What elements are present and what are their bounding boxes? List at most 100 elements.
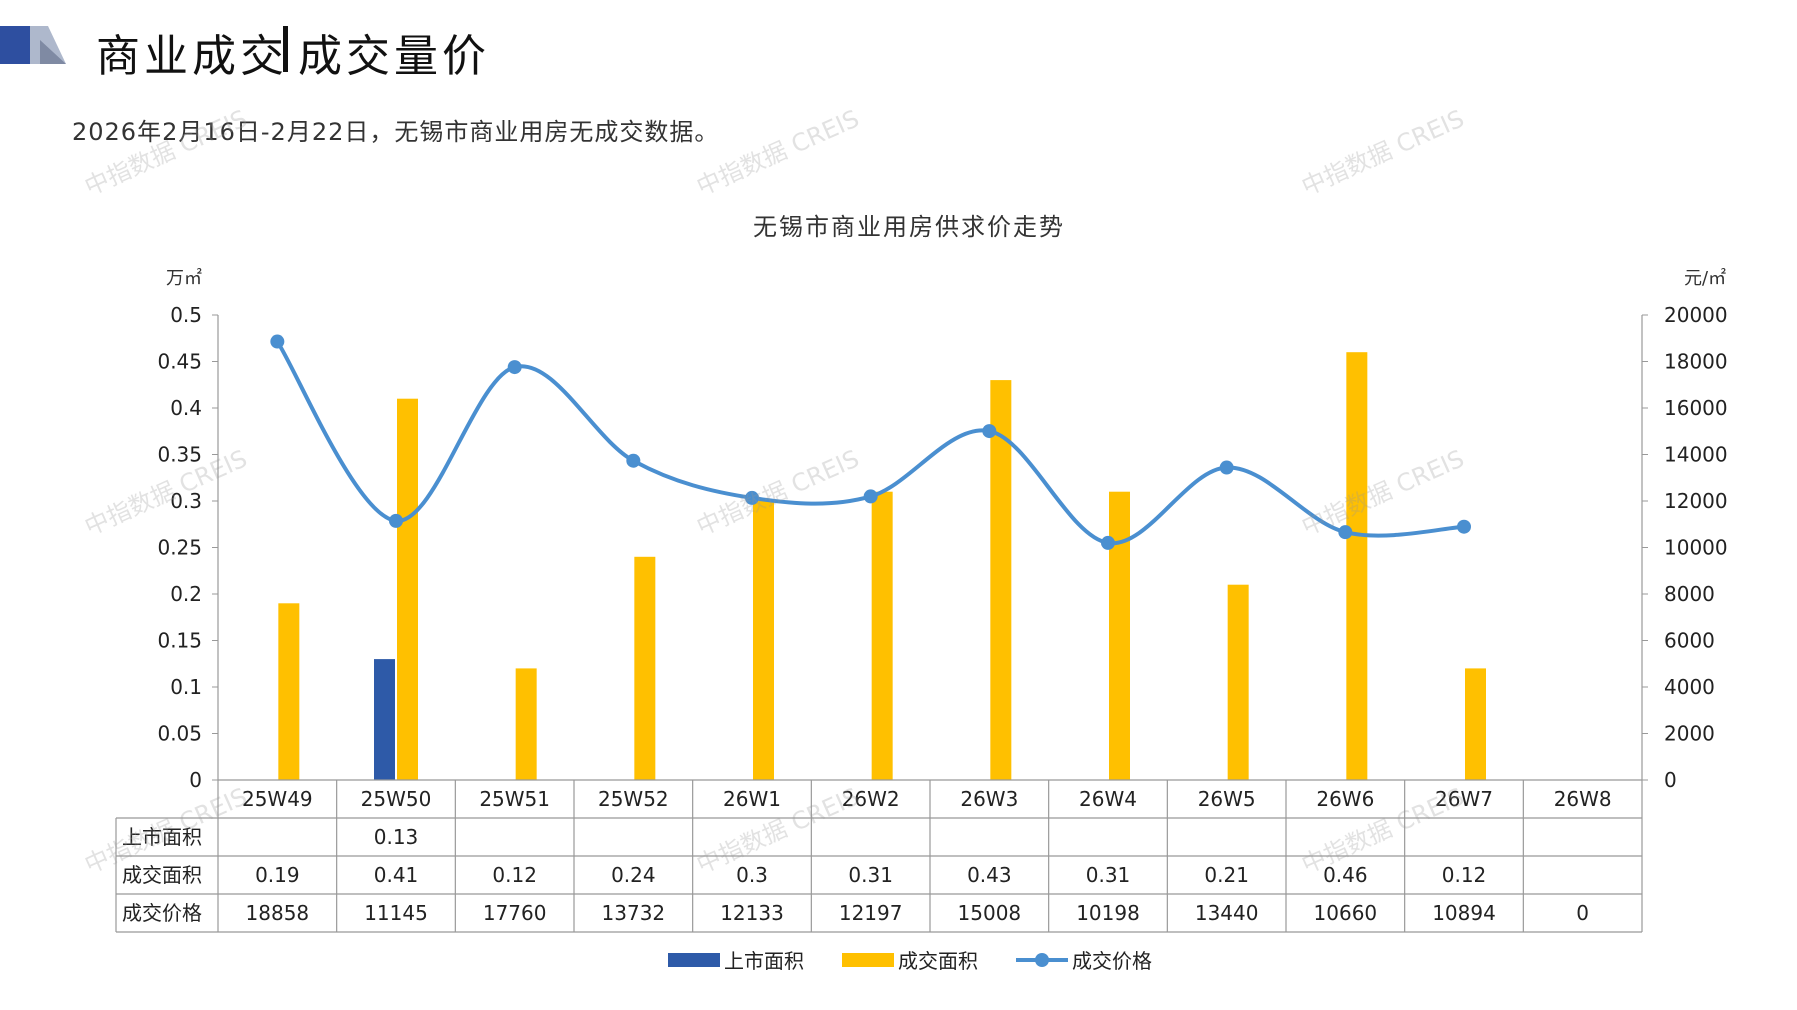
table-row-label: 上市面积: [122, 825, 202, 849]
brand-logo-icon: [0, 26, 66, 64]
table-cell: 13732: [602, 901, 666, 925]
right-tick-label: 18000: [1664, 350, 1728, 374]
table-cell: 0.24: [611, 863, 656, 887]
category-label: 25W51: [479, 787, 550, 811]
right-tick-label: 16000: [1664, 396, 1728, 420]
left-tick-label: 0.5: [170, 303, 202, 327]
bar-traded-area: [1109, 491, 1130, 780]
table-cell: 10198: [1076, 901, 1140, 925]
table-cell: 0.19: [255, 863, 300, 887]
price-series-line: [275, 340, 1465, 545]
legend-swatch: [668, 953, 720, 967]
legend-marker: [1035, 953, 1049, 967]
category-label: 26W5: [1198, 787, 1256, 811]
table-cell: 0.3: [736, 863, 768, 887]
price-point: [389, 513, 403, 528]
category-label: 25W50: [361, 787, 432, 811]
price-point: [270, 334, 285, 349]
category-label: 25W49: [242, 787, 313, 811]
right-tick-label: 12000: [1664, 489, 1728, 513]
right-tick-label: 6000: [1664, 629, 1715, 653]
table-cell: 0.12: [1442, 863, 1487, 887]
page-title: 商业成交: [96, 31, 288, 82]
price-point: [745, 490, 759, 505]
left-axis-unit: 万㎡: [166, 267, 202, 289]
right-axis-unit: 元/㎡: [1684, 267, 1726, 289]
category-label: 26W4: [1079, 787, 1137, 811]
bar-traded-area: [278, 603, 300, 780]
legend-label: 成交面积: [898, 949, 978, 973]
chart-title: 无锡市商业用房供求价走势: [753, 213, 1065, 241]
bar-traded-area: [1346, 352, 1368, 780]
left-tick-label: 0.35: [157, 443, 202, 467]
table-cell: 12197: [839, 901, 903, 925]
left-tick-label: 0.25: [157, 536, 202, 560]
price-point: [1457, 519, 1471, 534]
left-tick-label: 0.05: [157, 722, 202, 746]
category-label: 26W6: [1316, 787, 1374, 811]
left-tick-label: 0.3: [170, 489, 202, 513]
right-tick-label: 14000: [1664, 443, 1728, 467]
page-title-secondary: 成交量价: [298, 31, 490, 82]
category-label: 26W3: [960, 787, 1018, 811]
right-tick-label: 4000: [1664, 675, 1715, 699]
table-cell: 10894: [1432, 901, 1496, 925]
table-cell: 0.41: [374, 863, 419, 887]
price-point: [1219, 460, 1234, 475]
price-point: [626, 453, 641, 468]
table-cell: 0.13: [374, 825, 419, 849]
table-cell: 0.12: [492, 863, 537, 887]
table-cell: 0.31: [1086, 863, 1131, 887]
price-point: [507, 360, 522, 375]
table-cell: 0.43: [967, 863, 1012, 887]
left-tick-label: 0.15: [157, 629, 202, 653]
left-tick-label: 0.2: [170, 582, 202, 606]
bar-traded-area: [1227, 584, 1249, 780]
bar-traded-area: [1465, 668, 1486, 780]
table-cell: 18858: [246, 901, 310, 925]
table-cell: 0: [1576, 901, 1589, 925]
page-subtitle: 2026年2月16日-2月22日，无锡市商业用房无成交数据。: [72, 118, 720, 146]
bar-traded-area: [515, 668, 537, 780]
table-cell: 17760: [483, 901, 547, 925]
table-cell: 12133: [720, 901, 784, 925]
left-tick-label: 0.4: [170, 396, 202, 420]
legend-label: 成交价格: [1072, 949, 1152, 973]
right-tick-label: 2000: [1664, 722, 1715, 746]
bar-traded-area: [990, 380, 1012, 780]
left-tick-label: 0: [189, 768, 202, 792]
table-cell: 15008: [958, 901, 1022, 925]
price-point: [1101, 535, 1115, 550]
table-row-label: 成交价格: [122, 901, 202, 925]
table-cell: 13440: [1195, 901, 1259, 925]
category-label: 26W8: [1554, 787, 1612, 811]
left-tick-label: 0.1: [170, 675, 202, 699]
legend-swatch: [842, 953, 894, 967]
right-tick-label: 10000: [1664, 536, 1728, 560]
right-tick-label: 20000: [1664, 303, 1728, 327]
right-tick-label: 8000: [1664, 582, 1715, 606]
bar-traded-area: [871, 491, 893, 780]
table-cell: 0.31: [848, 863, 893, 887]
category-label: 26W2: [842, 787, 900, 811]
table-row-label: 成交面积: [122, 863, 202, 887]
table-cell: 0.46: [1323, 863, 1368, 887]
legend-label: 上市面积: [724, 949, 804, 973]
left-tick-label: 0.45: [157, 350, 202, 374]
table-cell: 10660: [1314, 901, 1378, 925]
title-divider: [283, 26, 288, 72]
table-cell: 11145: [364, 901, 428, 925]
bar-traded-area: [753, 501, 774, 780]
price-point: [1338, 525, 1353, 540]
bar-listed-area: [374, 659, 395, 780]
price-point: [982, 424, 997, 439]
table-cell: 0.21: [1204, 863, 1249, 887]
category-label: 26W1: [723, 787, 781, 811]
price-point: [863, 489, 878, 504]
category-label: 25W52: [598, 787, 669, 811]
category-label: 26W7: [1435, 787, 1493, 811]
bar-traded-area: [634, 556, 656, 780]
bar-traded-area: [397, 398, 418, 780]
right-tick-label: 0: [1664, 768, 1677, 792]
